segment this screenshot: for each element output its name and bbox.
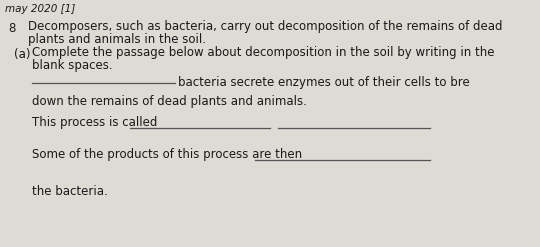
Text: (a): (a) [14, 48, 30, 61]
Text: blank spaces.: blank spaces. [32, 59, 113, 72]
Text: bacteria secrete enzymes out of their cells to bre: bacteria secrete enzymes out of their ce… [178, 76, 470, 89]
Text: Decomposers, such as bacteria, carry out decomposition of the remains of dead: Decomposers, such as bacteria, carry out… [28, 20, 503, 33]
Text: plants and animals in the soil.: plants and animals in the soil. [28, 33, 206, 46]
Text: This process is called: This process is called [32, 116, 161, 129]
Text: the bacteria.: the bacteria. [32, 185, 108, 198]
Text: 8: 8 [8, 22, 15, 35]
Text: Some of the products of this process are then: Some of the products of this process are… [32, 148, 306, 161]
Text: down the remains of dead plants and animals.: down the remains of dead plants and anim… [32, 95, 307, 108]
Text: Complete the passage below about decomposition in the soil by writing in the: Complete the passage below about decompo… [32, 46, 495, 59]
Text: may 2020 [1]: may 2020 [1] [5, 4, 75, 14]
